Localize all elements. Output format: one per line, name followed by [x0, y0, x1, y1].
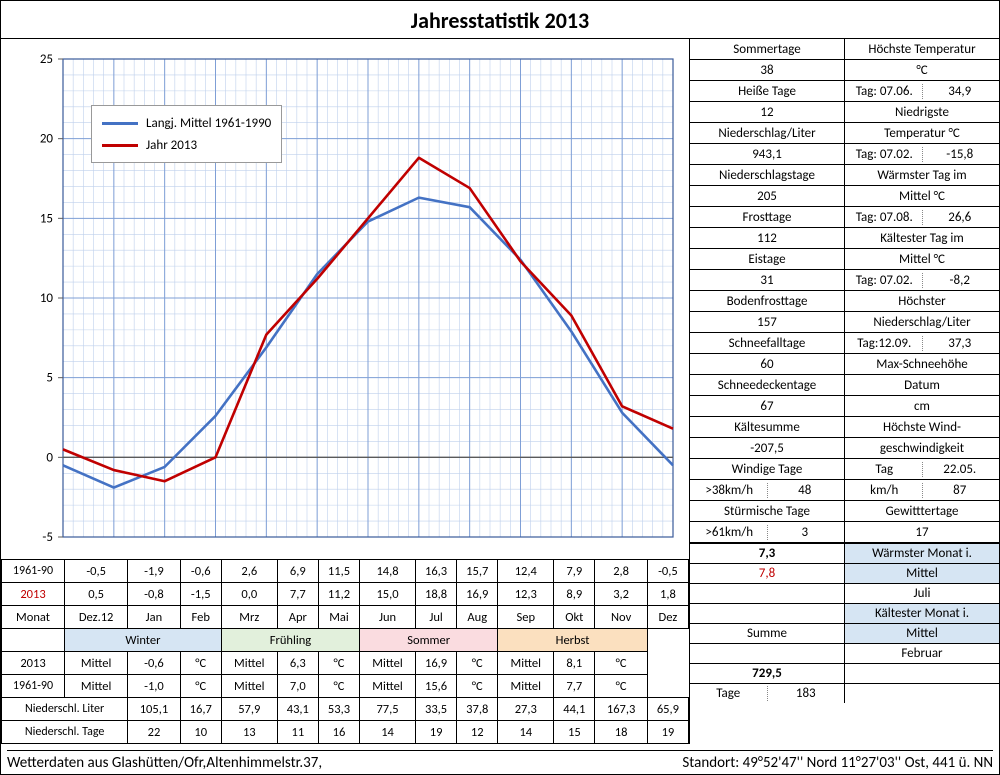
page: Jahresstatistik 2013 -5 0 5 10 15 20 25 Langj.… — [0, 0, 1000, 775]
svg-text:25: 25 — [40, 52, 53, 67]
svg-text:0: 0 — [46, 450, 53, 465]
footer-left: Wetterdaten aus Glashütten/Ofr,Altenhimm… — [7, 754, 322, 772]
chart-area: -5 0 5 10 15 20 25 Langj. Mittel 1961-1990 Jah… — [1, 39, 689, 559]
legend-label: Langj. Mittel 1961-1990 — [146, 116, 271, 131]
legend: Langj. Mittel 1961-1990 Jahr 2013 — [91, 105, 282, 163]
footer-right: Standort: 49°52'47'' Nord 11°27'03'' Ost… — [682, 754, 993, 772]
footer: Wetterdaten aus Glashütten/Ofr,Altenhimm… — [7, 750, 993, 772]
svg-text:10: 10 — [40, 291, 54, 306]
right-panel: Sommertage38Heiße Tage12Niederschlag/Lit… — [690, 39, 999, 744]
legend-swatch — [102, 144, 138, 147]
svg-text:-5: -5 — [42, 530, 53, 545]
legend-item: Jahr 2013 — [102, 134, 271, 156]
content: -5 0 5 10 15 20 25 Langj. Mittel 1961-1990 Jah… — [1, 38, 999, 744]
svg-text:15: 15 — [40, 211, 53, 226]
svg-text:5: 5 — [46, 371, 53, 386]
svg-text:20: 20 — [40, 132, 54, 147]
page-title: Jahresstatistik 2013 — [1, 1, 999, 38]
data-table: 1961-90-0,5-1,9-0,62,66,911,514,816,315,… — [1, 559, 689, 744]
legend-item: Langj. Mittel 1961-1990 — [102, 112, 271, 134]
legend-label: Jahr 2013 — [146, 138, 197, 153]
left-panel: -5 0 5 10 15 20 25 Langj. Mittel 1961-1990 Jah… — [1, 39, 690, 744]
legend-swatch — [102, 122, 138, 125]
